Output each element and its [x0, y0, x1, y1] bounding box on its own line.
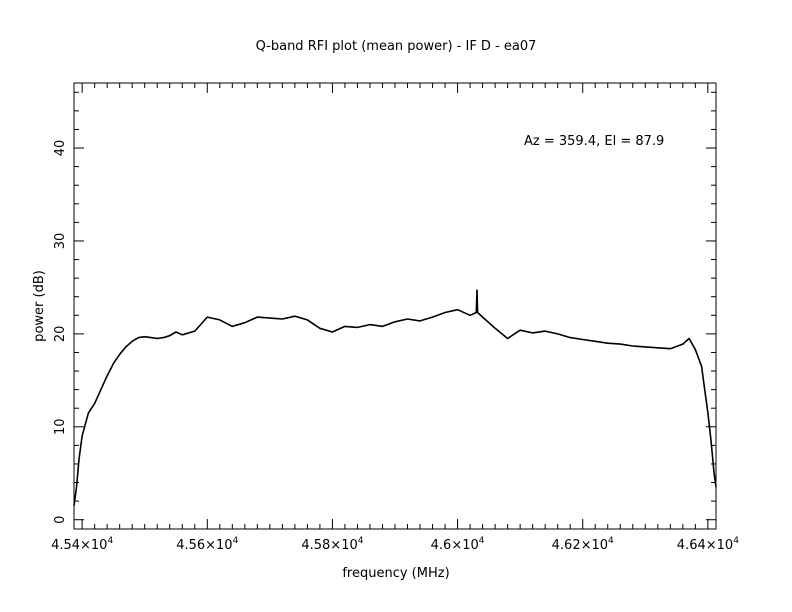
y-tick-label: 30 — [53, 233, 68, 250]
y-tick-labels: 0 10 20 30 40 — [53, 140, 68, 524]
plot-frame — [73, 82, 717, 530]
y-tick-label: 0 — [53, 516, 68, 524]
y-tick-label: 40 — [53, 140, 68, 157]
x-axis-label: frequency (MHz) — [342, 566, 449, 581]
series-line — [73, 289, 717, 506]
x-tick-label: 4.56×104 — [176, 536, 238, 553]
y-tick-label: 10 — [53, 419, 68, 436]
axis-ticks — [74, 83, 716, 529]
x-tick-label: 4.62×104 — [552, 536, 614, 553]
x-tick-label: 4.6×104 — [431, 536, 485, 553]
y-axis-label: power (dB) — [32, 270, 47, 342]
x-tick-label: 4.54×104 — [51, 536, 113, 553]
x-tick-label: 4.58×104 — [301, 536, 363, 553]
x-tick-label: 4.64×104 — [677, 536, 739, 553]
x-tick-labels: 4.54×104 4.56×104 4.58×104 4.6×104 4.62×104 4… — [51, 536, 739, 553]
az-el-annotation: Az = 359.4, El = 87.9 — [524, 134, 664, 149]
y-tick-label: 20 — [53, 326, 68, 343]
chart-title: Q-band RFI plot (mean power) - IF D - ea… — [256, 39, 537, 54]
